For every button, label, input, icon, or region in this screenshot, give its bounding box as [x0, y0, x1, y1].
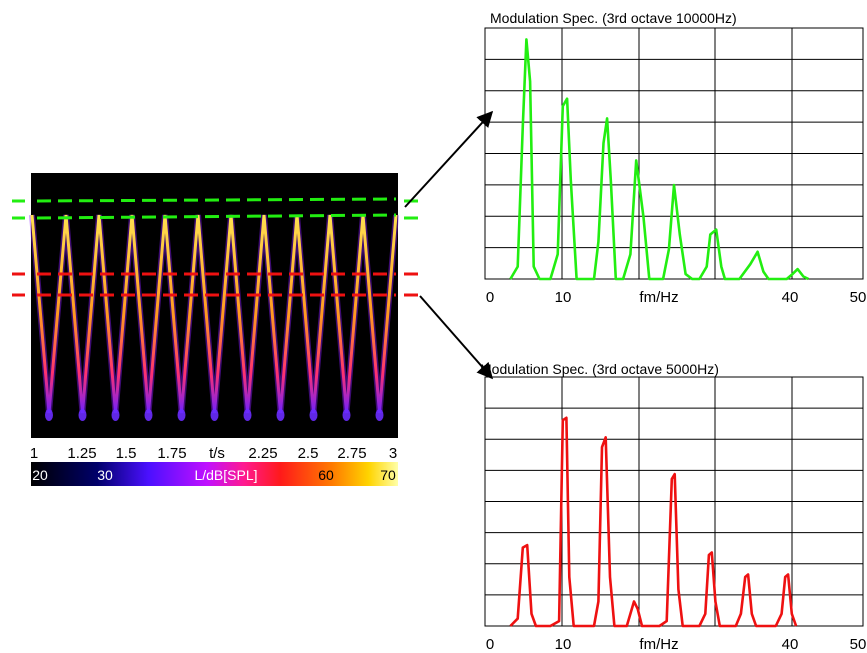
- modulation-spectrum-5000hz-chart: Modulation Spec. (3rd octave 5000Hz) 0 10…: [480, 361, 866, 653]
- colorbar-tick-label: 60: [318, 467, 334, 483]
- spectrogram-trough-blob: [243, 409, 252, 421]
- time-tick-label: 1: [30, 445, 38, 462]
- chart-title: Modulation Spec. (3rd octave 5000Hz): [480, 361, 719, 377]
- chart-grid: [484, 27, 864, 280]
- colorbar-tick-label: 20: [32, 467, 48, 483]
- x-tick-label: 0: [486, 289, 494, 306]
- band-marker-dashed: [36, 197, 397, 203]
- spectrogram-trough-blob: [144, 409, 153, 421]
- arrows: [404, 110, 494, 380]
- x-tick-label: 10: [555, 636, 572, 653]
- time-tick-label: 3: [389, 445, 397, 462]
- spectrogram-trough-blob: [78, 409, 87, 421]
- band-marker-dashed: [36, 213, 397, 220]
- time-tick-label: 1.5: [116, 445, 137, 462]
- x-axis-ticks: 0 10 fm/Hz 40 50: [486, 636, 867, 653]
- x-tick-label: 40: [782, 289, 799, 306]
- colorbar-tick-label: 70: [380, 467, 396, 483]
- time-tick-label: 1.25: [67, 445, 96, 462]
- spectrogram-zigzag-trace: [29, 214, 399, 421]
- chart-grid: [484, 376, 864, 627]
- spectrogram-trough-blob: [111, 409, 120, 421]
- green-modulation-trace: [509, 38, 810, 281]
- x-tick-label: fm/Hz: [639, 636, 678, 653]
- x-tick-label: 0: [486, 636, 494, 653]
- time-axis: 1 1.25 1.5 1.75 t/s 2.25 2.5 2.75 3: [30, 445, 397, 462]
- time-tick-label: t/s: [209, 445, 225, 462]
- colorbar-tick-label: 30: [97, 467, 113, 483]
- spectrogram-trough-blob: [177, 409, 186, 421]
- spectrogram-trough-blob: [342, 409, 351, 421]
- time-tick-label: 2.75: [337, 445, 366, 462]
- colorbar-tick-label: L/dB[SPL]: [194, 467, 257, 483]
- x-tick-label: 10: [555, 289, 572, 306]
- colorbar: [31, 462, 398, 486]
- spectrogram-trough-blob: [210, 409, 219, 421]
- colorbar-ticks: 20 30 L/dB[SPL] 60 70: [32, 467, 396, 483]
- spectrogram-trough-blob: [45, 409, 53, 421]
- spectrogram-trough-blob: [375, 409, 384, 421]
- x-tick-label: 40: [782, 636, 799, 653]
- x-tick-label: fm/Hz: [639, 289, 678, 306]
- time-tick-label: 2.5: [298, 445, 319, 462]
- chart-title: Modulation Spec. (3rd octave 10000Hz): [490, 10, 737, 26]
- band-markers: [12, 197, 418, 297]
- x-axis-ticks: 0 10 fm/Hz 40 50: [486, 289, 867, 306]
- time-tick-label: 1.75: [157, 445, 186, 462]
- spectrogram-trough-blob: [309, 409, 318, 421]
- modulation-spectrum-10000hz-chart: Modulation Spec. (3rd octave 10000Hz) 0 1…: [484, 10, 867, 306]
- x-tick-label: 50: [850, 289, 867, 306]
- spectrogram-trough-blob: [276, 409, 285, 421]
- time-tick-label: 2.25: [248, 445, 277, 462]
- arrow-to-10000hz: [404, 110, 494, 208]
- arrow-to-5000hz: [419, 295, 494, 380]
- red-modulation-trace: [509, 416, 798, 628]
- x-tick-label: 50: [850, 636, 867, 653]
- spectrogram: 1 1.25 1.5 1.75 t/s 2.25 2.5 2.75 3 20 30 L/dB[SPL…: [12, 173, 418, 486]
